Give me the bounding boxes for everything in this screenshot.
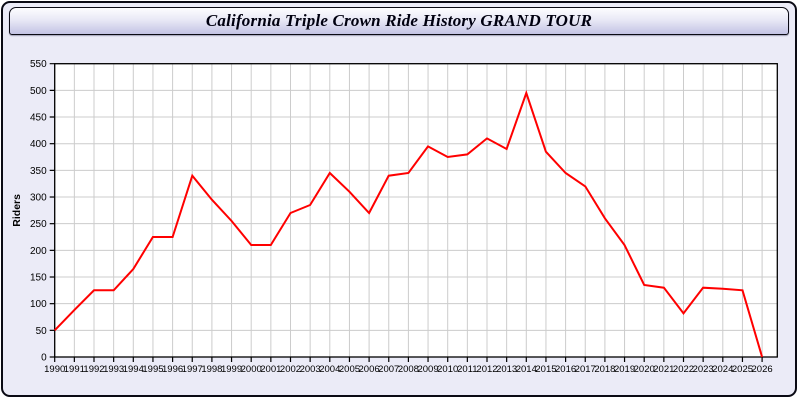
svg-text:150: 150 bbox=[30, 273, 47, 284]
svg-text:2000: 2000 bbox=[241, 364, 262, 375]
plot-area bbox=[54, 63, 778, 357]
svg-text:500: 500 bbox=[30, 86, 47, 97]
svg-text:100: 100 bbox=[30, 299, 47, 310]
svg-text:350: 350 bbox=[30, 166, 47, 177]
titlebar: California Triple Crown Ride History GRA… bbox=[9, 7, 789, 35]
svg-text:1994: 1994 bbox=[123, 364, 144, 375]
svg-text:0: 0 bbox=[41, 353, 47, 364]
svg-text:1999: 1999 bbox=[221, 364, 242, 375]
y-axis-labels: 0 50 100 150 200 250 300 350 400 450 500 550 bbox=[30, 59, 55, 364]
svg-text:2015: 2015 bbox=[535, 364, 556, 375]
svg-text:2026: 2026 bbox=[752, 364, 773, 375]
svg-text:50: 50 bbox=[36, 326, 48, 337]
svg-text:2019: 2019 bbox=[614, 364, 635, 375]
svg-text:1992: 1992 bbox=[83, 364, 104, 375]
svg-text:1990: 1990 bbox=[44, 364, 65, 375]
svg-text:200: 200 bbox=[30, 246, 47, 257]
svg-text:1998: 1998 bbox=[201, 364, 222, 375]
svg-text:250: 250 bbox=[30, 219, 47, 230]
svg-text:2022: 2022 bbox=[673, 364, 694, 375]
svg-text:2017: 2017 bbox=[575, 364, 596, 375]
svg-text:2011: 2011 bbox=[457, 364, 477, 375]
svg-text:2002: 2002 bbox=[280, 364, 301, 375]
svg-text:2024: 2024 bbox=[712, 364, 733, 375]
svg-text:2008: 2008 bbox=[398, 364, 419, 375]
svg-text:2010: 2010 bbox=[437, 364, 458, 375]
svg-text:2005: 2005 bbox=[339, 364, 360, 375]
svg-text:1997: 1997 bbox=[182, 364, 203, 375]
ride-history-line bbox=[53, 89, 764, 358]
svg-text:2009: 2009 bbox=[417, 364, 438, 375]
svg-text:2014: 2014 bbox=[516, 364, 537, 375]
chart-title: California Triple Crown Ride History GRA… bbox=[205, 11, 593, 30]
svg-text:2004: 2004 bbox=[319, 364, 340, 375]
svg-text:1995: 1995 bbox=[142, 364, 163, 375]
plot-frame bbox=[54, 63, 778, 358]
svg-text:2023: 2023 bbox=[693, 364, 714, 375]
svg-text:2018: 2018 bbox=[594, 364, 615, 375]
svg-text:2007: 2007 bbox=[378, 364, 399, 375]
x-axis-labels: 1990199119921993199419951996199719981999… bbox=[44, 357, 773, 375]
svg-text:450: 450 bbox=[30, 113, 47, 124]
svg-text:1991: 1991 bbox=[64, 364, 85, 375]
y-axis-title: Riders bbox=[11, 194, 23, 227]
svg-text:300: 300 bbox=[30, 193, 47, 204]
chart-svg: 0501001502002503003504004505005501990199… bbox=[11, 59, 778, 375]
svg-text:2003: 2003 bbox=[300, 364, 321, 375]
svg-text:400: 400 bbox=[30, 139, 47, 150]
svg-text:2020: 2020 bbox=[634, 364, 655, 375]
svg-text:550: 550 bbox=[30, 59, 47, 70]
svg-text:2025: 2025 bbox=[732, 364, 753, 375]
svg-text:2012: 2012 bbox=[476, 364, 497, 375]
svg-text:2016: 2016 bbox=[555, 364, 576, 375]
svg-text:2013: 2013 bbox=[496, 364, 517, 375]
svg-text:1996: 1996 bbox=[162, 364, 183, 375]
svg-text:2001: 2001 bbox=[260, 364, 281, 375]
svg-text:1993: 1993 bbox=[103, 364, 124, 375]
svg-text:2021: 2021 bbox=[653, 364, 674, 375]
svg-text:2006: 2006 bbox=[359, 364, 380, 375]
